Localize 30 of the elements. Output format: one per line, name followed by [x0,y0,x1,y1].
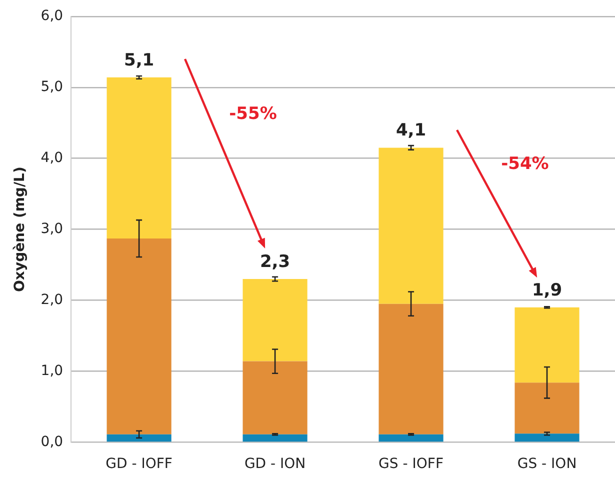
x-tick-label: GD - IOFF [106,456,172,472]
x-tick-label: GS - ION [517,456,577,472]
bar [514,307,580,383]
total-label: 4,1 [396,120,426,141]
bar [242,434,308,442]
y-tick-label: 4,0 [40,150,64,166]
x-tick-label: GD - ION [244,456,306,472]
y-tick-label: 2,0 [40,292,64,308]
bar [242,361,308,434]
annotation: -54% [501,154,549,174]
bar [514,434,580,442]
annotation: -55% [229,104,277,124]
total-label: 1,9 [532,280,562,300]
bar [378,148,444,304]
y-tick-label: 3,0 [40,220,64,237]
bar [106,434,172,442]
bar [378,304,444,434]
total-label: 2,3 [260,252,290,272]
x-tick-label: GS - IOFF [378,456,444,472]
bar [514,382,580,434]
bar [242,278,308,362]
bar [378,434,444,442]
bar [106,77,172,239]
total-label: 5,1 [124,50,154,70]
bar [106,238,172,434]
y-tick-label: 1,0 [40,362,64,379]
y-tick-label: 6,0 [40,8,64,24]
y-tick-label: 0,0 [40,434,64,450]
y-tick-label: 5,0 [40,79,64,96]
y-axis-title: Oxygène (mg/L) [12,166,28,292]
